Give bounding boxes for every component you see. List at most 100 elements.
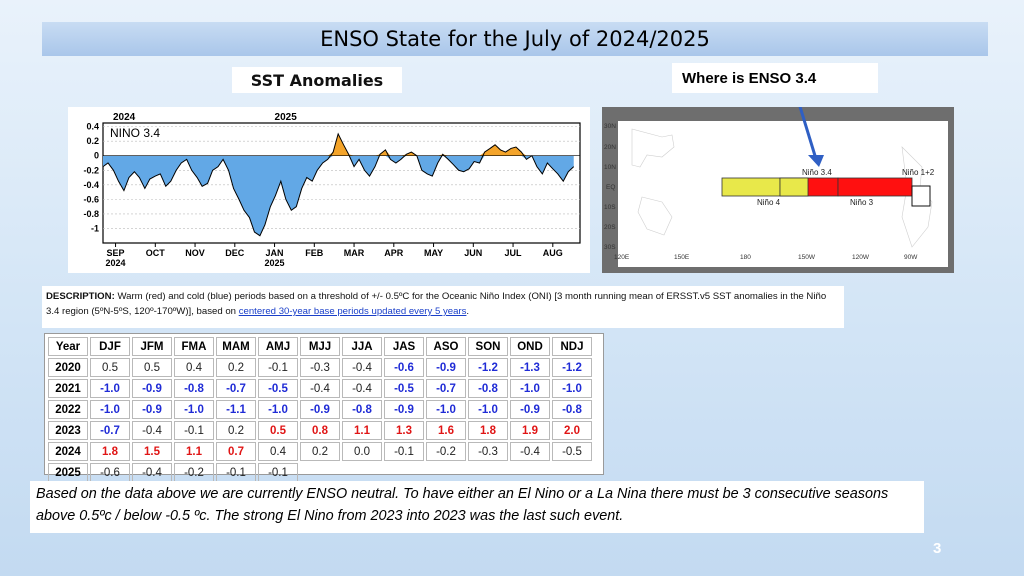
- oni-value-cell: -0.4: [300, 379, 340, 398]
- oni-value-cell: -0.2: [174, 463, 214, 482]
- y-tick-label: 0: [94, 151, 99, 161]
- lon-label: 120E: [614, 254, 630, 261]
- oni-row: 2021 -1.0 -0.9 -0.8 -0.7 -0.5 -0.4 -0.4 -0.5 -0.7…: [48, 379, 592, 398]
- land-outline: [901, 146, 933, 248]
- oni-value-cell: -0.4: [342, 379, 382, 398]
- oni-value-cell: -0.9: [132, 400, 172, 419]
- oni-row: 2020 0.5 0.5 0.4 0.2 -0.1 -0.3 -0.4 -0.6 -0.9 -1.2…: [48, 358, 592, 377]
- oni-value-cell: -0.5: [552, 442, 592, 461]
- lat-label: 20N: [604, 144, 616, 151]
- top-year-label: 2024: [113, 112, 136, 123]
- enso-summary-note: Based on the data above we are currently…: [30, 481, 924, 533]
- chart-title: NINO 3.4: [110, 126, 160, 140]
- oni-header-amj: AMJ: [258, 337, 298, 356]
- y-tick-label: -0.6: [83, 194, 99, 204]
- y-tick-label: -0.2: [83, 165, 99, 175]
- oni-value-cell: -0.8: [174, 379, 214, 398]
- oni-header-jas: JAS: [384, 337, 424, 356]
- oni-value-cell: -1.0: [552, 379, 592, 398]
- oni-value-cell: -0.4: [132, 421, 172, 440]
- oni-value-cell: -1.0: [426, 400, 466, 419]
- oni-value-cell: -0.4: [510, 442, 550, 461]
- description-label: DESCRIPTION:: [46, 291, 115, 302]
- land-outline: [637, 196, 673, 236]
- oni-value-cell: -0.9: [300, 400, 340, 419]
- oni-value-cell: -1.0: [258, 400, 298, 419]
- oni-value-cell: 0.2: [216, 421, 256, 440]
- oni-value-cell: 0.5: [132, 358, 172, 377]
- y-tick-label: 0.2: [86, 136, 99, 146]
- oni-value-cell: -0.1: [174, 421, 214, 440]
- where-heading: Where is ENSO 3.4: [672, 63, 878, 93]
- y-tick-label: -0.4: [83, 180, 99, 190]
- nino34-sst-chart: 0.4 0.2 0 -0.2 -0.4 -0.6 -0.8 -1 NINO 3.4 2024 202…: [68, 107, 590, 273]
- lat-label: 30N: [604, 123, 616, 130]
- oni-value-cell: -0.8: [342, 400, 382, 419]
- oni-value-cell: 2.0: [552, 421, 592, 440]
- oni-value-cell: -0.3: [468, 442, 508, 461]
- oni-value-cell: 0.8: [300, 421, 340, 440]
- lat-label: 10S: [604, 204, 616, 211]
- oni-row: 2023 -0.7 -0.4 -0.1 0.2 0.5 0.8 1.1 1.3 1.6 1.8 1.9…: [48, 421, 592, 440]
- oni-header-mjj: MJJ: [300, 337, 340, 356]
- oni-value-cell: -0.4: [342, 358, 382, 377]
- month-label: OCT: [146, 248, 166, 258]
- y-tick-label: -1: [91, 223, 99, 233]
- lon-label: 150E: [674, 254, 690, 261]
- nino12-label: Niño 1+2: [902, 168, 935, 177]
- oni-table: Year DJF JFM FMA MAM AMJ MJJ JJA JAS ASO SON OND NDJ…: [46, 335, 594, 484]
- oni-year-cell: 2024: [48, 442, 88, 461]
- oni-value-cell: 1.1: [342, 421, 382, 440]
- oni-value-cell: -1.0: [90, 400, 130, 419]
- oni-description: DESCRIPTION: Warm (red) and cold (blue) …: [42, 286, 844, 328]
- oni-value-cell: 1.9: [510, 421, 550, 440]
- oni-value-cell: 1.3: [384, 421, 424, 440]
- oni-year-cell: 2025: [48, 463, 88, 482]
- oni-value-cell: 1.1: [174, 442, 214, 461]
- month-label: DEC: [225, 248, 245, 258]
- sst-heading: SST Anomalies: [232, 67, 402, 93]
- month-label: NOV: [185, 248, 205, 258]
- oni-value-cell: -1.1: [216, 400, 256, 419]
- oni-value-cell: -0.3: [300, 358, 340, 377]
- oni-value-cell: -0.7: [216, 379, 256, 398]
- lon-label: 120W: [852, 254, 870, 261]
- oni-table-panel: Year DJF JFM FMA MAM AMJ MJJ JJA JAS ASO SON OND NDJ…: [44, 333, 604, 482]
- oni-row: 2024 1.8 1.5 1.1 0.7 0.4 0.2 0.0 -0.1 -0.2 -0.3 -0.…: [48, 442, 592, 461]
- oni-year-cell: 2022: [48, 400, 88, 419]
- month-label: APR: [384, 248, 404, 258]
- oni-header-jja: JJA: [342, 337, 382, 356]
- top-year-label: 2025: [275, 112, 298, 123]
- oni-value-cell: 0.4: [258, 442, 298, 461]
- nino3-region: [837, 177, 913, 197]
- month-label: SEP: [107, 248, 125, 258]
- oni-value-cell: -0.8: [468, 379, 508, 398]
- oni-value-cell: -0.1: [258, 463, 298, 482]
- description-suffix: .: [466, 306, 470, 317]
- pointer-arrowhead: [808, 155, 824, 167]
- slide-title: ENSO State for the July of 2024/2025: [42, 22, 988, 56]
- month-label: JAN: [266, 248, 284, 258]
- base-period-link[interactable]: centered 30-year base periods updated ev…: [238, 306, 467, 317]
- oni-value-cell: 1.8: [468, 421, 508, 440]
- month-year-label: 2024: [106, 258, 126, 268]
- lat-label: EQ: [606, 184, 615, 191]
- month-label: AUG: [543, 248, 563, 258]
- oni-value-cell: -0.5: [384, 379, 424, 398]
- oni-value-cell: 1.6: [426, 421, 466, 440]
- page-number: 3: [933, 540, 942, 557]
- warm-anomaly-fill: [103, 133, 574, 156]
- oni-header-aso: ASO: [426, 337, 466, 356]
- lon-label: 150W: [798, 254, 816, 261]
- oni-value-cell: -0.9: [132, 379, 172, 398]
- y-tick-label: -0.8: [83, 209, 99, 219]
- oni-header-fma: FMA: [174, 337, 214, 356]
- oni-header-ond: OND: [510, 337, 550, 356]
- nino4-overlap: [779, 177, 809, 197]
- nino4-label: Niño 4: [757, 198, 781, 207]
- oni-value-cell: -1.2: [552, 358, 592, 377]
- oni-value-cell: -1.0: [468, 400, 508, 419]
- oni-year-cell: 2021: [48, 379, 88, 398]
- lon-label: 180: [740, 254, 751, 261]
- cold-anomaly-fill: [103, 155, 574, 236]
